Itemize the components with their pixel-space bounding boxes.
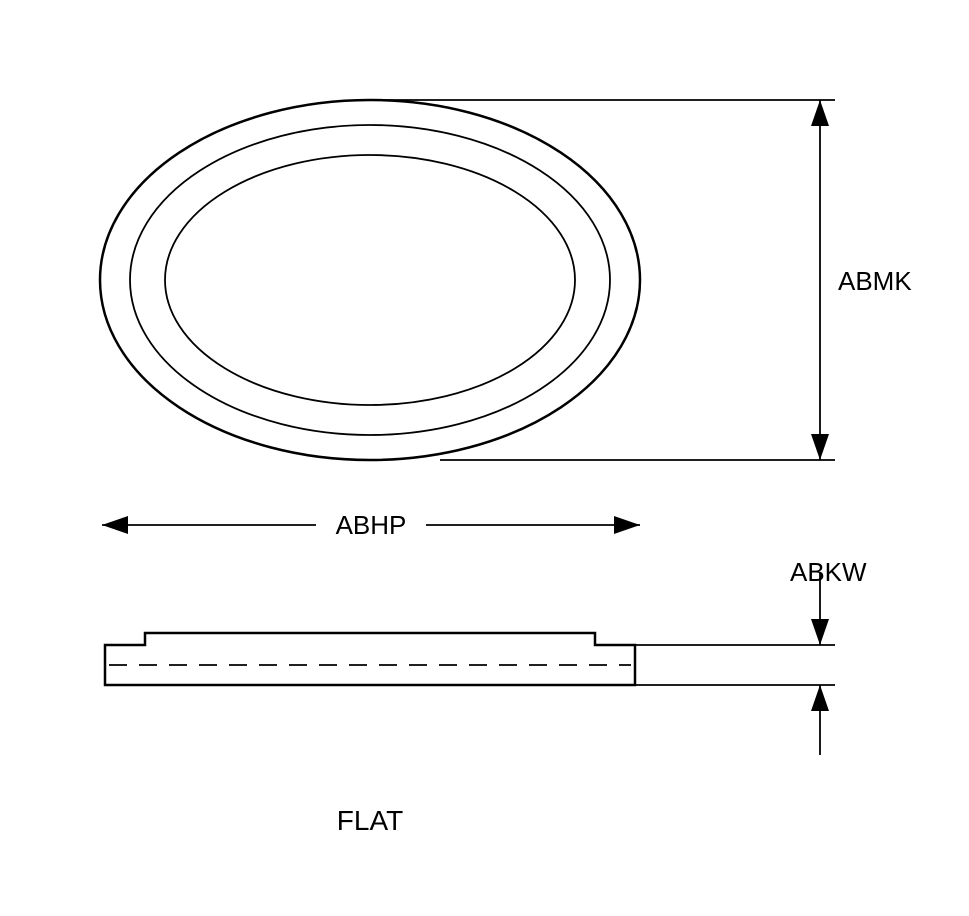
inner-ellipse <box>165 155 575 405</box>
side-view-outline <box>105 633 635 685</box>
middle-ellipse <box>130 125 610 435</box>
arrowhead <box>811 100 829 126</box>
arrowhead <box>811 434 829 460</box>
arrowhead <box>811 685 829 711</box>
abmk-label: ABMK <box>838 266 912 296</box>
technical-diagram: ABMK ABHP ABKW FLAT <box>0 0 969 916</box>
arrowhead <box>811 619 829 645</box>
outer-ellipse <box>100 100 640 460</box>
arrowhead <box>102 516 128 534</box>
abkw-label: ABKW <box>790 557 867 587</box>
arrowhead <box>614 516 640 534</box>
diagram-title: FLAT <box>337 805 403 836</box>
abhp-label: ABHP <box>336 510 407 540</box>
